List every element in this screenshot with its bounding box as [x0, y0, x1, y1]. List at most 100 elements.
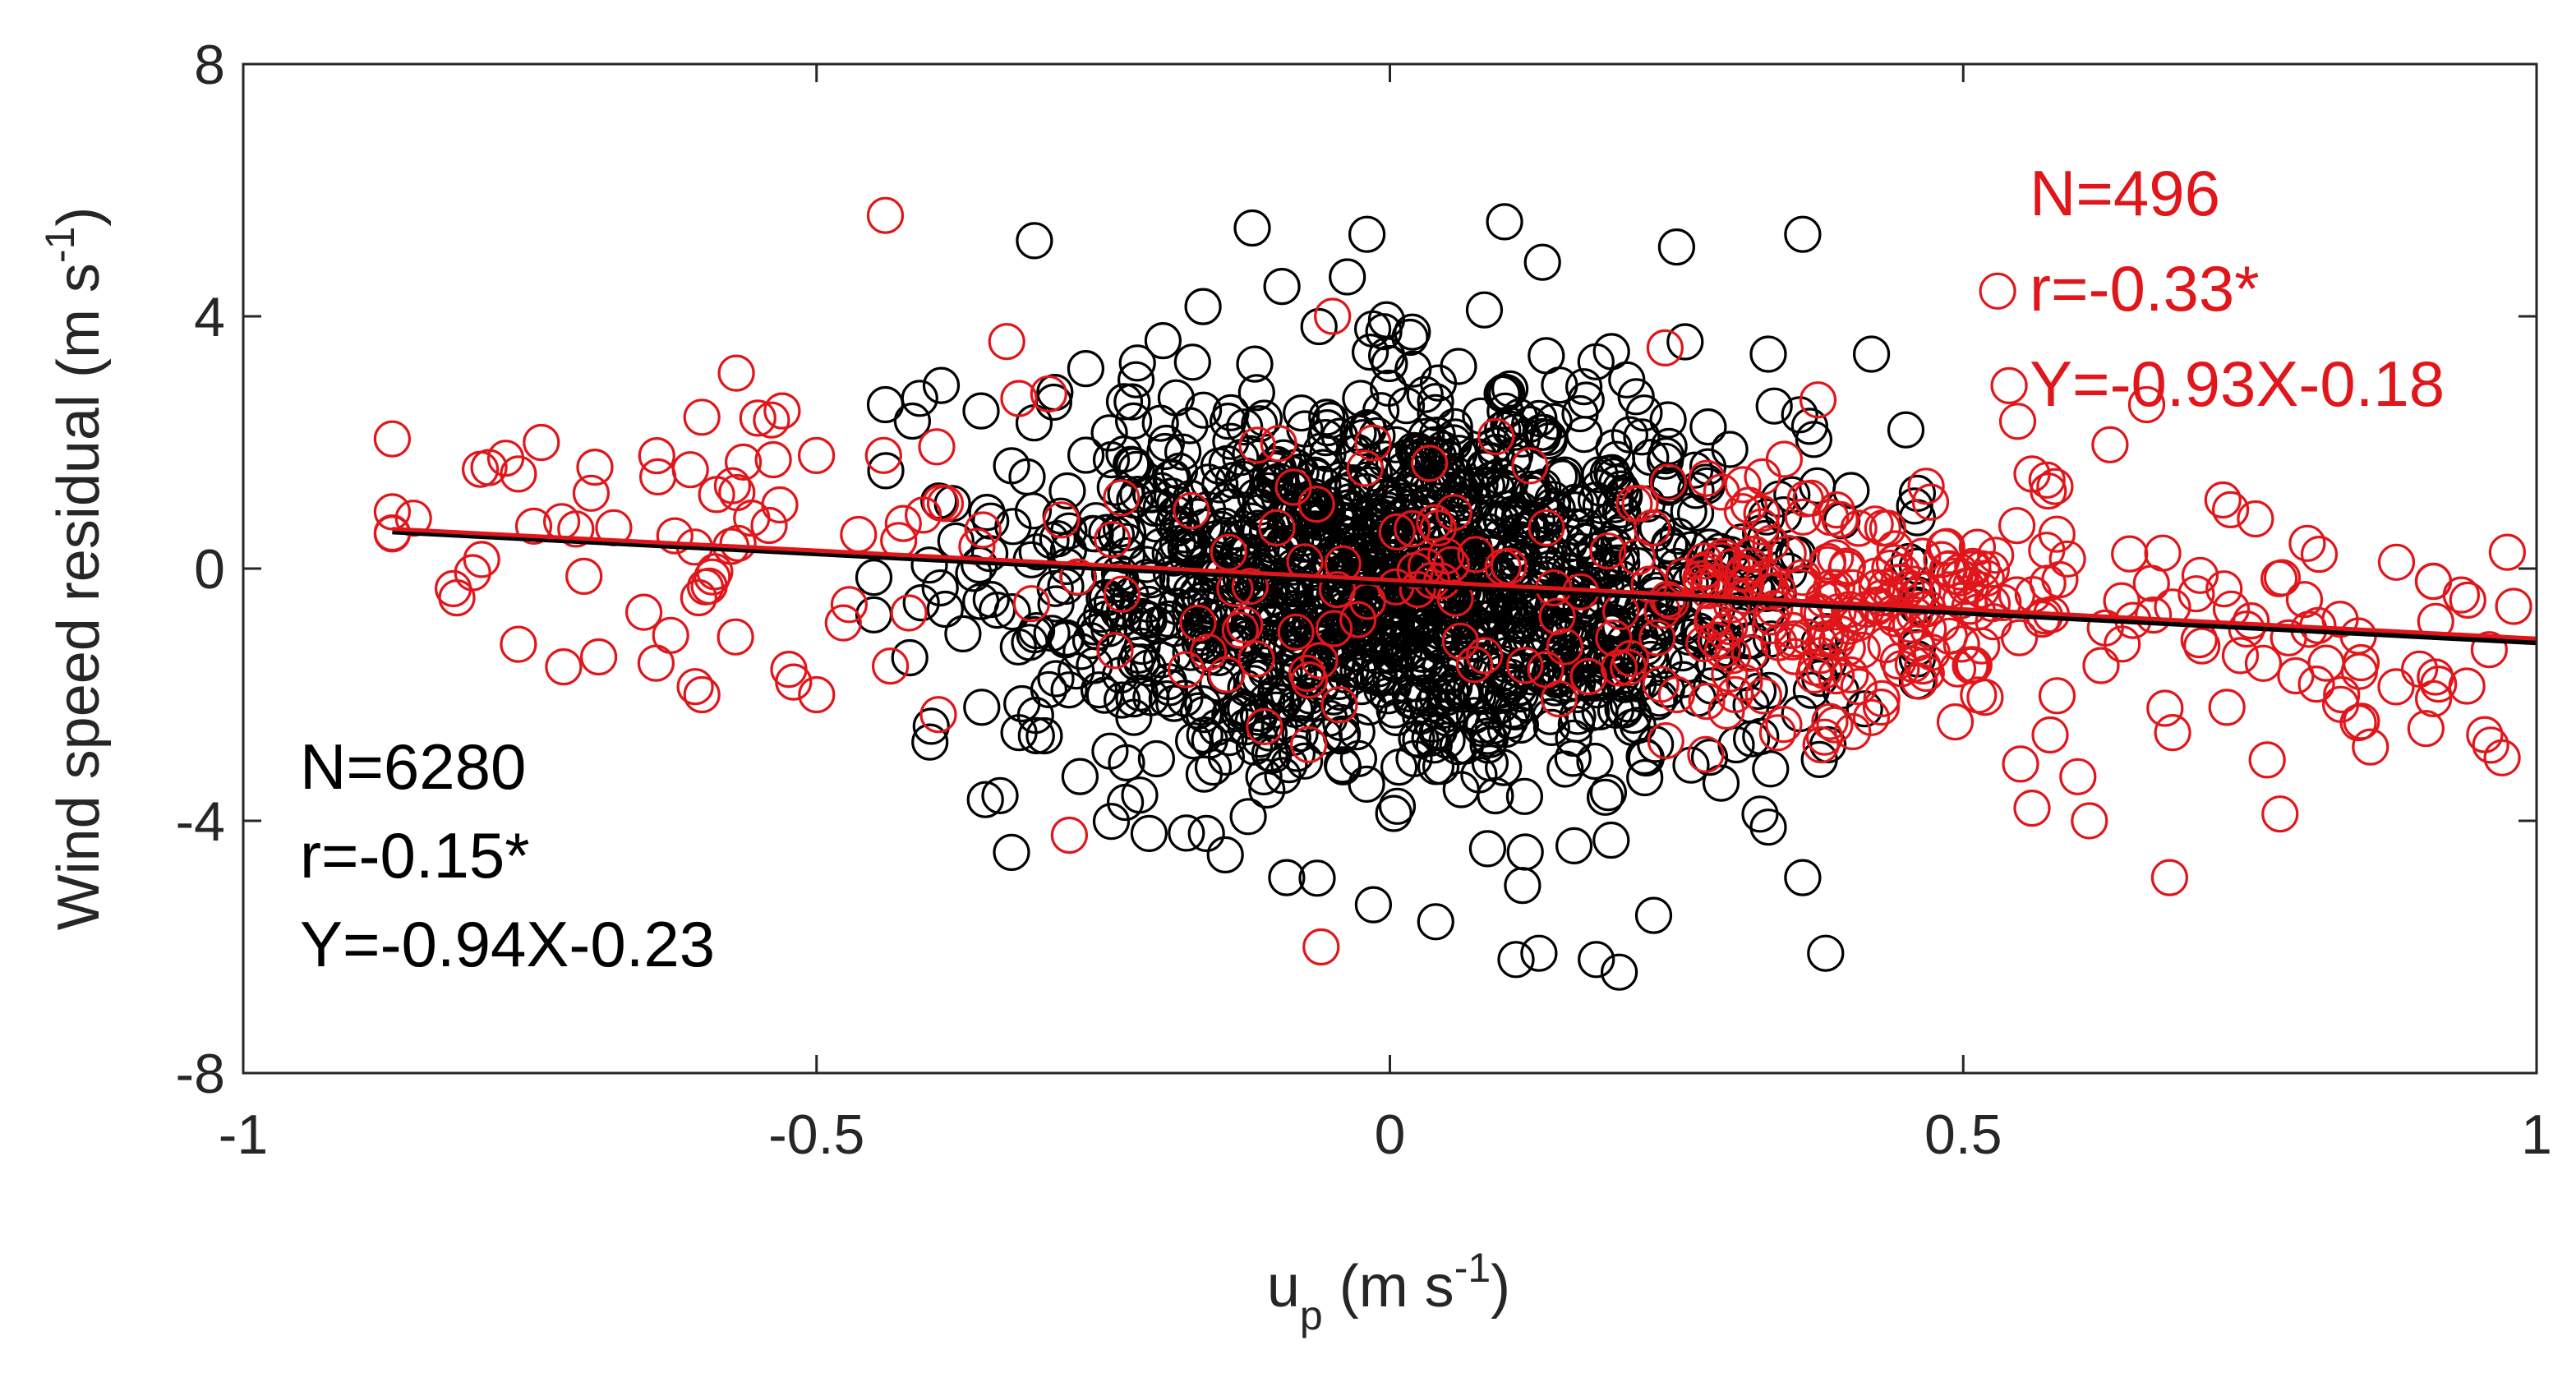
data-point-all: [1090, 414, 1128, 452]
data-point-subset: [1274, 468, 1312, 506]
data-point-subset: [1923, 541, 1961, 578]
data-point-subset: [637, 644, 675, 682]
data-point-all: [1164, 433, 1202, 471]
data-point-all: [1334, 491, 1372, 529]
data-point-all: [1846, 690, 1883, 728]
data-point-subset: [1758, 714, 1796, 752]
data-point-subset: [2260, 560, 2298, 597]
data-point-all: [1252, 619, 1290, 657]
data-point-subset: [2154, 713, 2191, 752]
data-point-all: [1535, 403, 1573, 440]
data-point-subset: [1904, 647, 1942, 685]
data-point-all: [1080, 671, 1118, 709]
data-point-all: [912, 707, 950, 745]
data-point-subset: [1784, 498, 1822, 536]
data-point-all: [1773, 476, 1811, 514]
data-point-all: [1226, 564, 1264, 601]
data-point-subset: [2028, 461, 2066, 499]
data-point-subset: [1237, 640, 1275, 678]
data-point-subset: [1427, 537, 1465, 575]
data-point-all: [1464, 517, 1502, 555]
data-point-subset: [2488, 533, 2526, 571]
data-point-subset: [964, 511, 1002, 549]
data-point-subset: [1649, 463, 1688, 501]
data-point-subset: [1301, 642, 1339, 679]
data-point-all: [926, 590, 964, 629]
data-point-all: [1285, 742, 1324, 780]
data-point-subset: [1756, 589, 1794, 628]
data-point-subset: [724, 443, 763, 481]
data-point-all: [1288, 684, 1327, 722]
data-point-subset: [1221, 611, 1260, 649]
data-point-all: [1076, 608, 1113, 646]
data-point-subset: [2059, 758, 2097, 795]
data-point-all: [1370, 369, 1408, 407]
data-point-subset: [1477, 417, 1515, 456]
data-point-subset: [565, 557, 603, 596]
data-point-all: [1524, 468, 1562, 506]
data-point-all: [1611, 416, 1649, 454]
data-point-subset: [2483, 739, 2521, 776]
data-point-all: [1061, 758, 1099, 795]
data-point-all: [855, 559, 893, 597]
data-point-all: [962, 392, 1000, 430]
data-point-subset: [1688, 682, 1726, 721]
data-point-subset: [830, 586, 869, 624]
data-point-all: [1304, 465, 1342, 503]
data-point-all: [1486, 203, 1523, 241]
data-point-all: [1544, 459, 1582, 497]
data-point-subset: [1977, 537, 2015, 574]
data-point-subset: [1707, 613, 1744, 651]
data-point-subset: [1697, 621, 1735, 659]
data-point-subset: [1378, 513, 1416, 550]
data-point-all: [1556, 491, 1594, 529]
data-point-all: [1555, 827, 1593, 865]
data-point-subset: [919, 696, 957, 734]
data-point-subset: [750, 506, 788, 545]
data-point-subset: [1246, 707, 1283, 746]
data-point-subset: [2132, 564, 2170, 602]
data-point-subset: [2204, 481, 2242, 519]
data-point-all: [1606, 477, 1643, 516]
data-point-subset: [2414, 562, 2452, 601]
data-point-subset: [797, 436, 836, 475]
data-point-subset: [1805, 718, 1844, 756]
data-point-all: [1118, 344, 1156, 382]
data-point-subset: [890, 594, 928, 632]
data-point-subset: [1712, 586, 1750, 624]
data-point-all: [1050, 671, 1088, 709]
data-point-subset: [2038, 677, 2076, 715]
data-point-all: [994, 508, 1032, 546]
data-point-all: [1363, 670, 1401, 708]
data-point-all: [1555, 719, 1592, 758]
data-point-all: [1184, 288, 1222, 325]
data-point-subset: [1457, 536, 1495, 574]
data-point-all: [1634, 614, 1671, 652]
data-point-subset: [1942, 625, 1980, 663]
data-point-subset: [761, 486, 799, 524]
data-point-subset: [1208, 656, 1246, 693]
data-point-subset: [2244, 644, 2283, 682]
x-axis-label-suffix: ): [1491, 1254, 1510, 1320]
data-point-subset: [1688, 459, 1726, 497]
data-point-subset: [1840, 509, 1878, 547]
y-tick-label: -8: [176, 1043, 225, 1105]
data-point-all: [1232, 435, 1270, 472]
data-point-subset: [1050, 816, 1089, 855]
data-point-subset: [753, 401, 790, 439]
data-point-all: [1375, 795, 1412, 832]
data-point-subset: [1465, 637, 1504, 675]
data-point-subset: [514, 507, 553, 546]
data-point-subset: [1416, 504, 1454, 541]
data-point-subset: [1043, 501, 1081, 539]
data-point-subset: [2150, 859, 2188, 896]
data-point-all: [1472, 442, 1510, 480]
data-point-all: [1016, 696, 1054, 735]
data-point-all: [1528, 337, 1565, 375]
data-point-subset: [2036, 468, 2074, 505]
data-point-subset: [1646, 329, 1684, 366]
data-point-subset: [1863, 679, 1901, 718]
data-point-all: [1122, 643, 1161, 681]
data-point-all: [1369, 677, 1408, 715]
